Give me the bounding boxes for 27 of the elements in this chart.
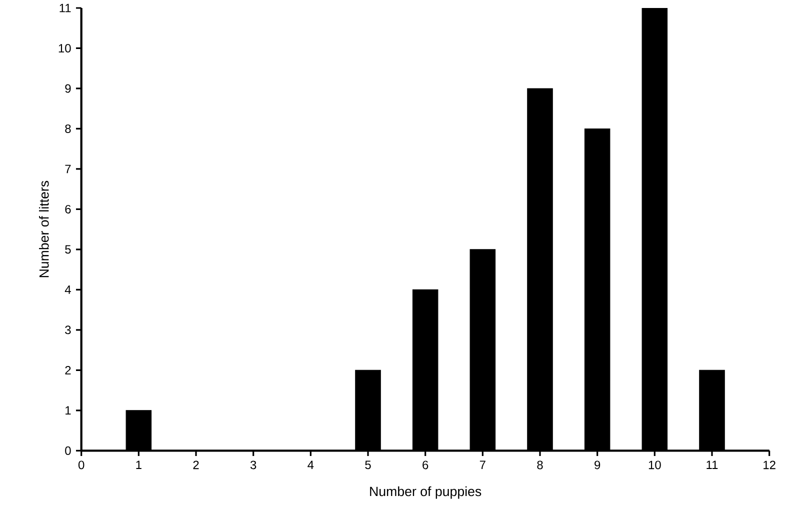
y-tick-label: 8: [65, 124, 71, 133]
y-tick-label: 7: [65, 164, 71, 174]
x-tick-label: 6: [422, 460, 428, 470]
y-tick-label: 3: [65, 326, 71, 334]
x-tick-label: 7: [480, 460, 486, 469]
y-tick-label: 1: [66, 406, 71, 415]
x-tick-label: 1: [136, 460, 142, 469]
x-tick-label: 11: [706, 460, 718, 469]
x-tick-label: 9: [594, 460, 600, 470]
y-tick-label: 4: [64, 286, 71, 294]
y-axis-title: Number of litters: [39, 180, 49, 278]
y-tick-label: 11: [60, 4, 71, 12]
y-tick-label: 10: [58, 44, 71, 52]
x-axis-title: Number of puppies: [370, 486, 482, 499]
x-tick-label: 2: [193, 460, 199, 470]
y-tick-label: 2: [65, 366, 71, 374]
y-tick-label: 6: [65, 204, 71, 214]
y-tick-label: 5: [65, 245, 71, 254]
x-tick-label: 5: [365, 460, 371, 470]
x-tick-label: 4: [308, 460, 314, 469]
x-tick-label: 8: [537, 460, 543, 470]
x-tick-label: 0: [78, 460, 84, 470]
x-tick-label: 3: [250, 460, 256, 470]
x-tick-label: 12: [764, 460, 776, 470]
y-tick-label: 0: [65, 446, 71, 455]
x-tick-label: 10: [648, 460, 661, 470]
y-tick-label: 9: [65, 84, 71, 93]
